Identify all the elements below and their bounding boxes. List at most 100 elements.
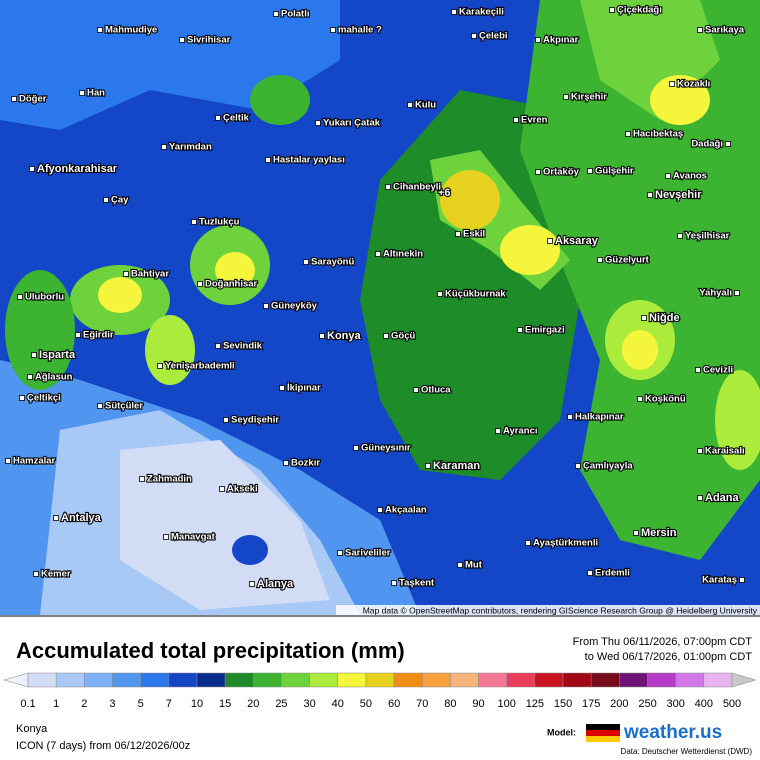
place-label: Kemer: [41, 569, 71, 580]
colorbar-box: [647, 672, 676, 688]
colorbar-label: 25: [275, 698, 287, 710]
place-dot: [725, 141, 731, 147]
colorbar-box: [168, 672, 198, 688]
place-label: Ayrancı: [503, 426, 538, 437]
place-label: Güzelyurt: [605, 255, 650, 266]
place-dot: [215, 115, 221, 121]
place-dot: [97, 403, 103, 409]
colorbar-box: [450, 672, 479, 688]
place-label: Ayaştürkmenli: [533, 538, 598, 549]
colorbar-box: [112, 672, 141, 688]
place-label: Adana: [705, 492, 740, 504]
place-labels: Karakeçili Polatlı Çiçekdağı Mahmudiye Sivri…: [5, 3, 746, 591]
place-dot: [383, 333, 389, 339]
place-dot: [567, 414, 573, 420]
place-dot: [265, 157, 271, 163]
colorbar-label: 80: [444, 698, 456, 710]
place-dot: [19, 395, 25, 401]
place-dot: [283, 460, 289, 466]
colorbar-label: 60: [388, 698, 400, 710]
place-label: Manavgat: [171, 532, 216, 543]
colorbar-label: 400: [695, 698, 713, 710]
place-dot: [451, 9, 457, 15]
colorbar-label: 0.1: [20, 698, 35, 710]
place-label: Konya: [327, 330, 362, 342]
place-dot: [457, 562, 463, 568]
place-label: Seydişehir: [231, 415, 279, 426]
place-label: Karataş: [702, 575, 737, 586]
colorbar-box: [562, 672, 592, 688]
colorbar-label: 10: [191, 698, 203, 710]
place-label: Doğanhisar: [205, 279, 258, 290]
place-label: Kırşehir: [571, 92, 607, 103]
place-label: Tuzlukçu: [199, 217, 240, 228]
place-dot: [495, 428, 501, 434]
colorbar-box: [393, 672, 423, 688]
place-label: Mersin: [641, 527, 677, 539]
place-label: Han: [87, 88, 105, 99]
colorbar-box: [421, 672, 451, 688]
place-dot: [641, 315, 647, 321]
place-label: Çelebi: [479, 31, 508, 42]
place-label: Çiçekdağı: [617, 5, 662, 16]
place-label: Güneysınır: [361, 443, 411, 454]
place-dot: [563, 94, 569, 100]
place-label: Halkapınar: [575, 412, 624, 423]
colorbar-label: 3: [109, 698, 115, 710]
place-label: Aksaray: [555, 235, 599, 247]
place-dot: [29, 166, 35, 172]
place-dot: [163, 534, 169, 540]
place-label: Afyonkarahisar: [37, 163, 118, 175]
place-label: Cevizli: [703, 365, 733, 376]
colorbar-box: [337, 672, 367, 688]
place-label: Erdemli: [595, 568, 630, 579]
place-dot: [695, 367, 701, 373]
place-label: Eskil: [463, 229, 485, 240]
place-label: Yukarı Çatak: [323, 118, 381, 129]
place-label: Çay: [111, 195, 129, 206]
place-dot: [197, 281, 203, 287]
place-dot: [697, 495, 703, 501]
colorbar-box: [675, 672, 705, 688]
place-dot: [97, 27, 103, 33]
place-dot: [625, 131, 631, 137]
colorbar-label: 40: [332, 698, 344, 710]
place-dot: [191, 219, 197, 225]
place-dot: [377, 507, 383, 513]
place-label: Hacıbektaş: [633, 129, 683, 140]
colorbar-box: [140, 672, 170, 688]
colorbar-label: 200: [610, 698, 628, 710]
place-label: Döğer: [19, 94, 47, 105]
place-dot: [739, 577, 745, 583]
place-label: İkipınar: [287, 383, 321, 394]
colorbar-label: 30: [303, 698, 315, 710]
place-label: Yahyalı: [699, 288, 732, 299]
place-dot: [633, 530, 639, 536]
colorbar-box: [619, 672, 648, 688]
place-label: Karaman: [433, 460, 480, 472]
colorbar-arrow: [3, 672, 29, 688]
place-dot: [249, 581, 255, 587]
brand: weather.us: [623, 722, 722, 743]
place-dot: [263, 303, 269, 309]
place-label: Koşkönü: [645, 394, 686, 405]
place-label: Sarayönü: [311, 257, 354, 268]
model-label: Model:: [547, 727, 576, 737]
place-dot: [17, 294, 23, 300]
place-label: Karakeçili: [459, 7, 504, 18]
place-label: Sütçüler: [105, 401, 143, 412]
place-dot: [455, 231, 461, 237]
place-label: Evren: [521, 115, 548, 126]
colorbar-label: 150: [554, 698, 572, 710]
place-label: Taşkent: [399, 578, 435, 589]
place-label: Uluborlu: [25, 292, 64, 303]
colorbar-box: [84, 672, 113, 688]
colorbar-label: 7: [166, 698, 172, 710]
place-dot: [609, 7, 615, 13]
place-dot: [79, 90, 85, 96]
place-label: Polatlı: [281, 9, 310, 20]
colorbar-box: [224, 672, 254, 688]
place-dot: [407, 102, 413, 108]
place-label: Alanya: [257, 578, 294, 590]
